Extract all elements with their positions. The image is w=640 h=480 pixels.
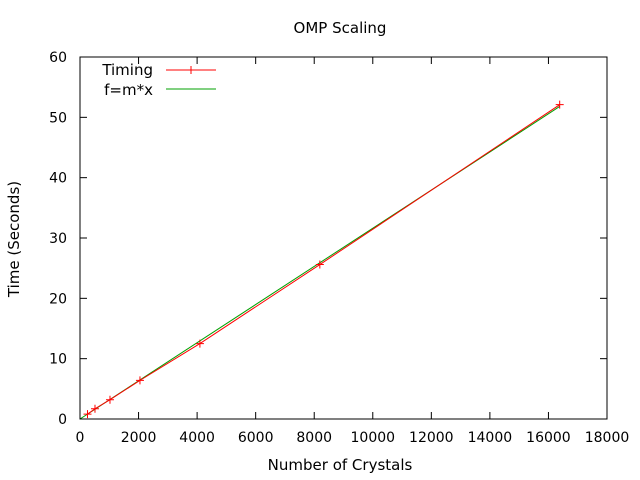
data-point-timing: [315, 260, 324, 269]
series-layer: [79, 100, 564, 420]
y-tick-label: 20: [49, 291, 67, 307]
data-point-timing: [105, 395, 114, 404]
x-tick-label: 0: [76, 430, 85, 446]
x-tick-label: 10000: [351, 430, 396, 446]
x-tick-label: 12000: [409, 430, 454, 446]
x-tick-label: 2000: [121, 430, 157, 446]
y-tick-label: 50: [49, 110, 67, 126]
chart-title: OMP Scaling: [294, 19, 387, 37]
y-tick-label: 0: [58, 412, 67, 428]
data-point-timing: [90, 404, 99, 413]
x-tick-label: 14000: [468, 430, 513, 446]
data-point-timing: [135, 376, 144, 385]
data-point-timing: [83, 410, 92, 419]
legend-label-fit: f=m*x: [104, 81, 153, 99]
y-tick-label: 60: [49, 50, 67, 66]
y-axis-title: Time (Seconds): [5, 181, 23, 298]
y-tick-label: 30: [49, 231, 67, 247]
x-tick-label: 16000: [526, 430, 571, 446]
x-tick-label: 18000: [585, 430, 630, 446]
data-point-timing: [555, 100, 564, 109]
ticks-layer: 0 2000 4000 6000 8000 10000 12000 14000 16000 180…: [49, 50, 629, 446]
legend-marker-timing: [187, 66, 195, 74]
x-axis-title: Number of Crystals: [268, 456, 413, 474]
legend: Timing f=m*x: [101, 61, 216, 99]
x-tick-label: 4000: [179, 430, 215, 446]
y-tick-label: 10: [49, 352, 67, 368]
plot-frame: [79, 56, 608, 420]
x-tick-label: 6000: [238, 430, 274, 446]
legend-label-timing: Timing: [101, 61, 153, 79]
data-point-timing: [195, 339, 204, 348]
y-tick-label: 40: [49, 171, 67, 187]
x-tick-label: 8000: [296, 430, 332, 446]
